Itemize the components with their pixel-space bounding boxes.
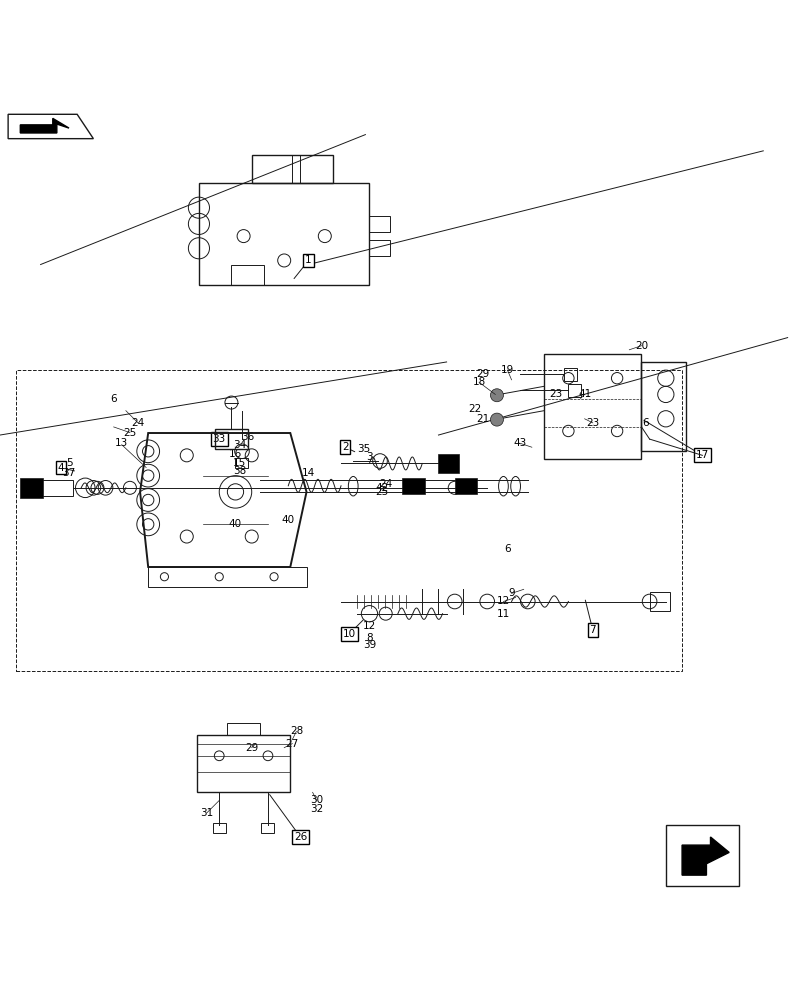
Circle shape xyxy=(490,389,503,402)
Bar xyxy=(41,480,73,496)
Text: 25: 25 xyxy=(123,428,136,438)
Circle shape xyxy=(490,413,503,426)
Text: 24: 24 xyxy=(131,418,144,428)
Text: 31: 31 xyxy=(200,808,213,818)
Text: 32: 32 xyxy=(310,804,323,814)
Text: 37: 37 xyxy=(62,468,75,478)
Text: 39: 39 xyxy=(363,640,375,650)
Text: 21: 21 xyxy=(476,414,489,424)
Text: 23: 23 xyxy=(549,389,562,399)
Bar xyxy=(148,567,306,587)
Polygon shape xyxy=(20,118,69,133)
Bar xyxy=(369,216,389,232)
Text: 30: 30 xyxy=(310,795,323,805)
Bar xyxy=(438,454,458,473)
Text: 41: 41 xyxy=(577,389,590,399)
Text: 1: 1 xyxy=(305,255,311,265)
Bar xyxy=(215,429,247,449)
Bar xyxy=(196,735,290,792)
Text: 2: 2 xyxy=(341,442,348,452)
Bar xyxy=(564,368,576,381)
Bar xyxy=(235,458,248,468)
Bar xyxy=(369,240,389,256)
Bar xyxy=(261,823,274,833)
Text: 6: 6 xyxy=(110,393,117,403)
Text: 11: 11 xyxy=(496,609,509,619)
Text: 42: 42 xyxy=(375,483,388,493)
Text: 13: 13 xyxy=(115,438,128,448)
Text: 33: 33 xyxy=(212,434,225,444)
Text: 23: 23 xyxy=(586,418,599,428)
Text: 14: 14 xyxy=(302,468,315,478)
Text: 40: 40 xyxy=(229,519,242,529)
Text: 9: 9 xyxy=(508,588,514,598)
Text: 24: 24 xyxy=(379,479,392,489)
Text: 6: 6 xyxy=(504,544,510,554)
Text: 29: 29 xyxy=(476,369,489,379)
Text: 5: 5 xyxy=(66,458,72,468)
Text: 28: 28 xyxy=(290,726,303,736)
Text: 29: 29 xyxy=(245,743,258,753)
Text: 17: 17 xyxy=(695,450,708,460)
Bar xyxy=(231,265,264,285)
Bar xyxy=(665,825,738,886)
Text: 10: 10 xyxy=(342,629,355,639)
Text: 34: 34 xyxy=(233,440,246,450)
Text: 40: 40 xyxy=(281,515,294,525)
Text: 22: 22 xyxy=(468,404,481,414)
Text: 38: 38 xyxy=(233,466,246,476)
Text: 6: 6 xyxy=(642,418,648,428)
Text: 19: 19 xyxy=(500,365,513,375)
Text: 3: 3 xyxy=(366,452,372,462)
Bar xyxy=(16,370,681,671)
Text: 27: 27 xyxy=(285,739,298,749)
Text: 16: 16 xyxy=(229,449,242,459)
Bar xyxy=(212,823,225,833)
Text: 4: 4 xyxy=(58,463,64,473)
Bar xyxy=(20,478,43,498)
Bar xyxy=(401,478,424,494)
Bar xyxy=(649,592,669,611)
Text: 8: 8 xyxy=(366,633,372,643)
Bar xyxy=(454,478,477,494)
Text: 26: 26 xyxy=(294,832,307,842)
Text: 35: 35 xyxy=(357,444,370,454)
Text: 12: 12 xyxy=(496,596,509,606)
Text: 7: 7 xyxy=(589,625,595,635)
Bar xyxy=(227,723,260,735)
Text: 12: 12 xyxy=(363,621,375,631)
Text: 15: 15 xyxy=(233,458,246,468)
Text: 18: 18 xyxy=(472,377,485,387)
Text: 36: 36 xyxy=(241,432,254,442)
Text: 25: 25 xyxy=(375,487,388,497)
Polygon shape xyxy=(681,837,728,875)
Bar xyxy=(568,384,580,397)
Text: 20: 20 xyxy=(634,341,647,351)
Text: 43: 43 xyxy=(513,438,526,448)
